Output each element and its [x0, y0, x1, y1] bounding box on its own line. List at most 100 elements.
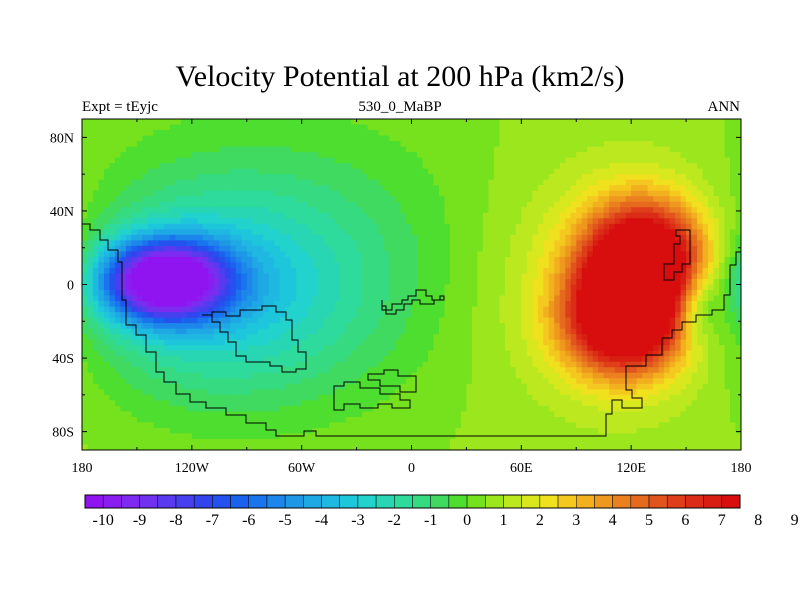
field-cell — [642, 312, 649, 319]
field-cell — [548, 256, 555, 264]
field-cell — [482, 290, 489, 297]
field-cell — [323, 218, 330, 225]
field-cell — [384, 290, 391, 297]
field-cell — [213, 323, 220, 330]
field-cell — [362, 312, 369, 319]
field-cell — [312, 334, 319, 341]
field-cell — [279, 262, 286, 269]
field-cell — [186, 273, 193, 280]
field-cell — [488, 207, 495, 214]
field-cell — [279, 119, 286, 126]
field-cell — [471, 218, 478, 225]
field-cell — [636, 185, 643, 192]
field-cell — [186, 262, 193, 269]
field-cell — [180, 119, 187, 126]
field-cell — [334, 152, 341, 159]
field-cell — [482, 179, 489, 186]
field-cell — [235, 157, 242, 164]
field-cell — [180, 295, 187, 302]
field-cell — [631, 168, 638, 175]
field-cell — [263, 262, 270, 269]
field-cell — [526, 201, 533, 208]
field-cell — [598, 328, 605, 335]
field-cell — [103, 119, 111, 126]
field-cell — [444, 295, 451, 302]
field-cell — [241, 185, 248, 192]
field-cell — [307, 317, 314, 324]
field-cell — [103, 345, 111, 352]
field-cell — [136, 262, 144, 269]
field-cell — [735, 168, 741, 175]
field-cell — [406, 339, 413, 346]
field-cell — [395, 284, 402, 291]
field-cell — [87, 256, 94, 264]
field-cell — [373, 334, 380, 341]
field-cell — [658, 124, 665, 131]
field-cell — [587, 256, 594, 264]
field-cell — [675, 179, 682, 186]
field-cell — [559, 168, 566, 175]
field-cell — [647, 312, 654, 319]
field-cell — [378, 339, 385, 346]
field-cell — [713, 163, 720, 170]
field-cell — [664, 234, 671, 241]
field-cell — [493, 119, 500, 126]
field-cell — [274, 190, 281, 197]
field-cell — [719, 207, 726, 214]
field-cell — [702, 157, 709, 164]
field-cell — [493, 157, 500, 164]
field-cell — [87, 168, 94, 175]
field-cell — [675, 245, 682, 252]
field-cell — [114, 312, 122, 319]
field-cell — [675, 323, 682, 330]
field-cell — [378, 212, 385, 219]
field-cell — [191, 218, 198, 225]
field-cell — [367, 295, 374, 302]
field-cell — [471, 323, 478, 330]
field-cell — [307, 135, 314, 142]
field-cell — [103, 135, 111, 142]
field-cell — [603, 328, 610, 335]
field-cell — [559, 317, 566, 324]
field-cell — [356, 190, 363, 197]
field-cell — [477, 146, 484, 153]
field-cell — [411, 334, 418, 341]
field-cell — [208, 328, 215, 335]
field-cell — [400, 119, 407, 126]
field-cell — [389, 168, 396, 175]
field-cell — [345, 290, 352, 297]
field-cell — [147, 251, 154, 258]
field-cell — [153, 240, 160, 247]
field-cell — [411, 229, 418, 236]
field-cell — [647, 130, 654, 137]
field-cell — [224, 278, 231, 286]
field-cell — [713, 141, 720, 148]
field-cell — [378, 207, 385, 214]
field-cell — [329, 295, 336, 302]
field-cell — [351, 284, 358, 291]
field-cell — [488, 163, 495, 170]
field-cell — [373, 267, 380, 275]
field-cell — [570, 163, 577, 170]
field-cell — [235, 328, 242, 335]
field-cell — [235, 262, 242, 269]
field-cell — [713, 152, 720, 159]
field-cell — [543, 163, 550, 170]
field-cell — [438, 185, 446, 192]
field-cell — [158, 124, 165, 131]
field-cell — [664, 146, 671, 153]
field-cell — [565, 273, 572, 280]
field-cell — [587, 328, 594, 335]
field-cell — [609, 185, 616, 192]
field-cell — [642, 212, 649, 219]
field-cell — [224, 190, 231, 197]
field-cell — [285, 328, 292, 335]
field-cell — [263, 334, 270, 341]
field-cell — [460, 306, 468, 313]
field-cell — [340, 245, 347, 252]
field-cell — [384, 345, 391, 352]
field-cell — [103, 168, 111, 175]
field-cell — [526, 339, 533, 346]
field-cell — [268, 301, 275, 308]
field-cell — [87, 306, 94, 313]
